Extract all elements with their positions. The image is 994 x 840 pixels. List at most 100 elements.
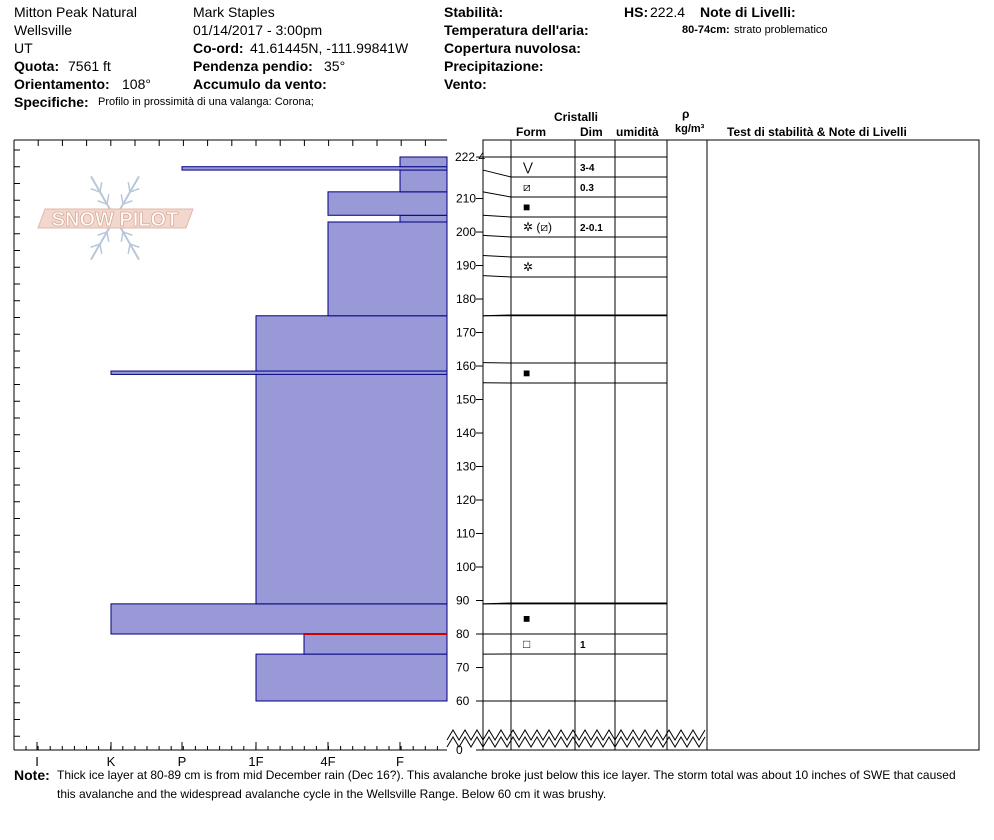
axis-break-zigzag — [446, 729, 706, 741]
height-tick-label: 210 — [456, 192, 476, 206]
snowflake-branch — [99, 182, 103, 193]
hardness-bar — [303, 633, 448, 655]
layer-connector — [482, 254, 512, 258]
snowflake-branch — [97, 231, 108, 236]
crystal-form: ✲ — [523, 260, 533, 274]
height-tick-label: 170 — [456, 326, 476, 340]
air-temp-label: Temperatura dell'aria: — [444, 22, 589, 38]
crystal-size: 1 — [580, 640, 586, 651]
layer-notes-label: Note di Livelli: — [700, 4, 796, 20]
snowflake-branch — [120, 194, 124, 205]
location-name: Mitton Peak Natural — [14, 4, 137, 20]
snowflake-branch — [97, 200, 108, 205]
logo-banner — [37, 208, 194, 229]
height-tick-label: 100 — [456, 560, 476, 574]
crystal-form: □ — [523, 637, 530, 651]
height-tick-label: 130 — [456, 460, 476, 474]
orientation-value: 108° — [122, 76, 151, 92]
crystal-size: 0.3 — [580, 183, 594, 194]
col-header-dim: Dim — [580, 125, 603, 139]
slope-label: Pendenza pendio: — [193, 58, 313, 74]
height-axis: 0 60 70 80 90 100 110 120 130 140 150 160 170 180 190 2… — [455, 150, 485, 757]
snowflake-branch — [99, 243, 103, 254]
wind-label: Vento: — [444, 76, 487, 92]
hardness-axis: I K P 1F 4F F — [25, 742, 438, 769]
height-tick-label: 222.4 — [455, 150, 485, 164]
chart-frames — [13, 139, 447, 751]
cloud-cover-label: Copertura nuvolosa: — [444, 40, 581, 56]
height-tick-label: 200 — [456, 225, 476, 239]
layer-note-text: strato problematico — [734, 24, 828, 36]
height-tick-label: 150 — [456, 393, 476, 407]
crystal-form: ■ — [523, 200, 530, 214]
snow-pilot-logo: SNOW PILOT — [37, 175, 194, 261]
hardness-bars — [110, 156, 448, 702]
observation-datetime: 01/14/2017 - 3:00pm — [193, 22, 323, 38]
snowflake-branch — [129, 243, 140, 249]
hardness-bar — [327, 221, 448, 317]
snowflake-branch — [90, 187, 101, 193]
crystal-size: 2-0.1 — [580, 223, 603, 234]
snowflake-branch — [106, 231, 110, 242]
col-header-stability-notes: Test di stabilità & Note di Livelli — [727, 125, 907, 139]
snowflake-branch — [120, 231, 124, 242]
specifics-value: Profilo in prossimità di una valanga: Co… — [98, 96, 314, 108]
height-tick-label: 160 — [456, 359, 476, 373]
hardness-bar — [399, 169, 448, 193]
precipitation-label: Precipitazione: — [444, 58, 544, 74]
snowflake-branch — [106, 194, 110, 205]
note-line-1: Thick ice layer at 80-89 cm is from mid … — [57, 768, 956, 782]
snowflake-branch — [122, 231, 133, 236]
observer-name: Mark Staples — [193, 4, 275, 20]
orientation-label: Orientamento: — [14, 76, 110, 92]
hardness-tick-label: 4F — [320, 754, 335, 769]
layer-connector — [482, 169, 512, 178]
layer-connector — [482, 214, 512, 218]
quota-value: 7561 ft — [68, 58, 111, 74]
crystal-table: ⋁ 3-4 ⧄ 0.3 ■ ✲ (⧄) 2-0.1 ✲ ■ ■ □ 1 — [446, 139, 980, 751]
coord-value: 41.61445N, -111.99841W — [250, 40, 409, 56]
snowflake-branch — [129, 187, 140, 193]
hardness-bar — [399, 214, 448, 223]
crystal-form: ■ — [523, 366, 530, 380]
note-label: Note: — [14, 767, 50, 783]
hs-label: HS: — [624, 4, 649, 20]
hardness-bar — [110, 370, 448, 375]
hardness-tick-label: I — [35, 754, 39, 769]
hardness-bar — [110, 603, 448, 635]
height-tick-label: 120 — [456, 493, 476, 507]
snowflake-branch — [122, 200, 133, 205]
hardness-tick-label: F — [396, 754, 404, 769]
layer-connector — [482, 234, 512, 238]
hs-value: 222.4 — [650, 4, 686, 20]
axis-break-zigzag — [446, 736, 706, 748]
height-tick-label: 0 — [456, 743, 463, 757]
height-tick-label: 90 — [456, 594, 470, 608]
area-name: Wellsville — [14, 22, 73, 38]
height-tick-label: 80 — [456, 627, 470, 641]
layer-connector — [482, 275, 512, 278]
hardness-bar — [181, 166, 448, 171]
hardness-bar — [399, 156, 448, 168]
snowflake-branch — [127, 243, 131, 254]
hardness-bar — [255, 315, 448, 605]
snowflake-branch — [90, 243, 101, 249]
col-header-cristalli: Cristalli — [554, 110, 599, 124]
hardness-bar — [327, 191, 448, 216]
crystal-form: ⧄ — [523, 180, 531, 194]
col-header-rho: ρ — [682, 107, 690, 121]
coord-label: Co-ord: — [193, 40, 244, 56]
height-tick-label: 180 — [456, 292, 476, 306]
crystal-form: ✲ (⧄) — [523, 220, 552, 234]
note-line-2: this avalanche and the widespread avalan… — [57, 787, 607, 801]
col-header-umidita: umidità — [616, 125, 659, 139]
specifics-label: Specifiche: — [14, 94, 89, 110]
crystal-table-frame — [482, 139, 980, 751]
layer-note-range: 80-74cm: — [682, 24, 730, 36]
quota-label: Quota: — [14, 58, 60, 74]
hardness-bar — [255, 653, 448, 702]
stability-label: Stabilità: — [444, 4, 504, 20]
height-tick-label: 60 — [456, 694, 470, 708]
slope-value: 35° — [324, 58, 346, 74]
